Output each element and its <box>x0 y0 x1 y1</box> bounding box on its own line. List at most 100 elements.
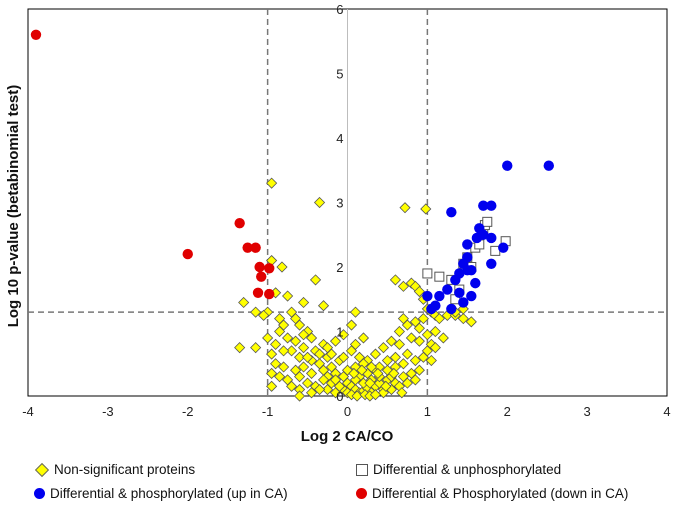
point-up <box>426 303 437 315</box>
point-nonsig <box>401 348 413 360</box>
point-nonsig <box>305 367 318 379</box>
point-nonsig <box>305 387 318 399</box>
x-tick-labels: -4 -3 -2 -1 0 1 2 3 4 <box>22 404 670 419</box>
point-nonsig <box>381 354 394 367</box>
legend-item-down: Differential & Phosphorylated (down in C… <box>356 486 628 501</box>
point-nonsig <box>266 177 278 189</box>
point-unphos <box>434 271 445 282</box>
point-nonsig <box>282 290 294 302</box>
point-unphos <box>422 268 433 279</box>
point-nonsig <box>393 338 405 350</box>
point-nonsig <box>298 342 310 354</box>
point-nonsig <box>294 351 306 363</box>
point-up <box>434 290 445 302</box>
point-nonsig <box>325 348 338 360</box>
legend-item-nonsig: Non-significant proteins <box>34 462 195 477</box>
point-nonsig <box>405 332 417 344</box>
point-nonsig <box>234 342 246 354</box>
point-nonsig <box>413 335 425 347</box>
red-circle-icon <box>356 488 367 499</box>
point-nonsig <box>298 361 310 373</box>
point-nonsig <box>274 313 286 325</box>
x-tick-label: 0 <box>344 404 351 419</box>
point-nonsig <box>294 319 306 331</box>
point-down <box>252 287 264 298</box>
point-nonsig <box>301 377 314 389</box>
point-nonsig <box>270 338 282 350</box>
legend-item-up: Differential & phosphorylated (up in CA) <box>34 486 288 501</box>
point-nonsig <box>409 354 421 367</box>
point-nonsig <box>286 380 298 392</box>
x-tick-label: 2 <box>504 404 511 419</box>
legend-label-up: Differential & phosphorylated (up in CA) <box>50 486 288 501</box>
point-nonsig <box>417 313 429 325</box>
point-nonsig <box>401 319 413 331</box>
point-nonsig <box>433 313 445 325</box>
x-tick-label: -2 <box>182 404 194 419</box>
point-nonsig <box>290 364 302 376</box>
point-nonsig <box>262 332 274 344</box>
point-nonsig <box>397 358 409 370</box>
point-nonsig <box>349 338 362 350</box>
y-axis-title: Log 10 p-value (betabinomial test) <box>5 85 22 328</box>
point-nonsig <box>266 348 278 360</box>
point-nonsig <box>337 329 350 341</box>
point-up <box>486 232 497 244</box>
point-nonsig <box>250 342 262 354</box>
point-nonsig <box>294 390 306 402</box>
point-unphos <box>482 216 493 227</box>
point-nonsig <box>413 322 425 334</box>
point-nonsig <box>276 261 288 273</box>
point-up <box>470 277 481 289</box>
point-up <box>446 303 457 315</box>
point-nonsig <box>329 387 342 399</box>
point-down <box>30 29 42 40</box>
point-nonsig <box>372 367 384 379</box>
point-nonsig <box>238 296 250 309</box>
point-nonsig <box>286 345 298 357</box>
point-nonsig <box>290 335 302 347</box>
point-nonsig <box>329 374 342 386</box>
x-tick-label: -3 <box>102 404 114 419</box>
point-down <box>264 288 275 300</box>
point-up <box>458 297 469 308</box>
point-nonsig <box>397 280 409 292</box>
point-nonsig <box>270 358 282 370</box>
point-nonsig <box>413 364 425 376</box>
point-nonsig <box>258 309 270 321</box>
y-tick-label: 1 <box>336 325 343 340</box>
legend: Non-significant proteins Differential & … <box>0 456 675 506</box>
point-nonsig <box>425 354 437 367</box>
point-nonsig <box>457 313 469 325</box>
point-nonsig <box>388 367 400 379</box>
point-nonsig <box>399 202 411 214</box>
point-nonsig <box>413 285 425 298</box>
point-nonsig <box>317 300 330 312</box>
point-nonsig <box>278 345 290 357</box>
point-down <box>264 263 275 274</box>
point-nonsig <box>301 351 314 363</box>
point-nonsig <box>337 351 350 363</box>
point-nonsig <box>421 329 433 341</box>
point-nonsig <box>266 367 278 379</box>
point-nonsig <box>274 325 286 338</box>
point-down <box>182 248 193 260</box>
point-up <box>543 160 554 171</box>
point-nonsig <box>420 203 432 215</box>
volcano-plot: -4 -3 -2 -1 0 1 2 3 4 0 1 2 3 4 5 6 Log 2 CA/CO Log 10… <box>5 2 671 445</box>
point-nonsig <box>401 377 413 389</box>
point-nonsig <box>278 361 290 373</box>
point-nonsig <box>393 325 405 338</box>
point-nonsig <box>317 374 330 386</box>
point-up <box>446 206 457 218</box>
point-nonsig <box>282 332 294 344</box>
point-up <box>471 232 483 244</box>
point-down <box>242 242 253 253</box>
point-nonsig <box>364 377 376 389</box>
point-up <box>422 290 433 302</box>
point-nonsig <box>377 342 390 354</box>
point-nonsig <box>429 342 441 354</box>
point-nonsig <box>305 332 318 344</box>
blue-circle-icon <box>34 488 45 499</box>
point-nonsig <box>417 351 429 363</box>
